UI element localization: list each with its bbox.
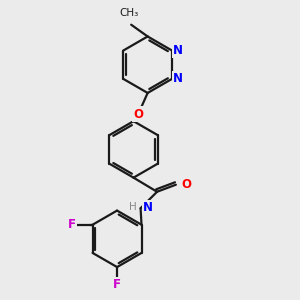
Text: O: O (133, 108, 143, 121)
Text: O: O (182, 178, 192, 191)
Text: F: F (113, 278, 121, 291)
Text: N: N (173, 72, 183, 85)
Text: H: H (129, 202, 137, 212)
Text: F: F (68, 218, 76, 231)
Text: N: N (143, 201, 153, 214)
Text: CH₃: CH₃ (119, 8, 138, 18)
Text: N: N (173, 44, 183, 57)
